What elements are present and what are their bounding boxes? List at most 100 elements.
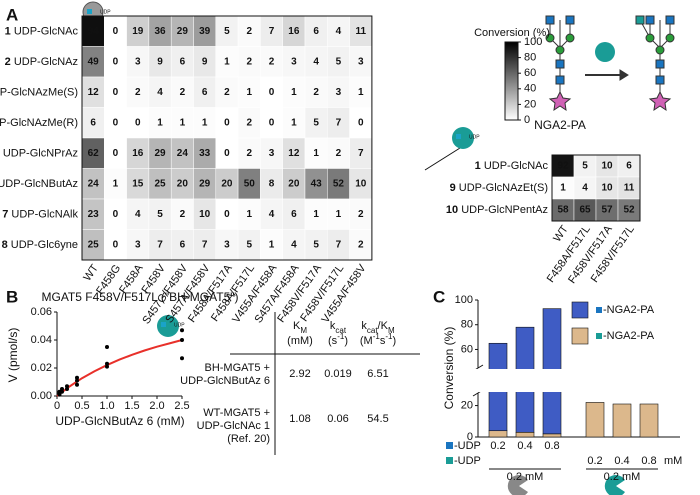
cell-label: 0 (224, 117, 230, 128)
row-name: UDP-GlcNPentAz (461, 204, 548, 216)
x-axis-label: UDP-GlcNButAz 6 (mM) (55, 414, 184, 428)
column-header: kcat/KM (361, 320, 395, 335)
row-label: UDP-GlcNAc 1 (197, 420, 270, 432)
cell-label: 12 (88, 87, 100, 98)
panel-letter: A (6, 5, 18, 24)
cell-label: 1 (313, 209, 319, 220)
bar-segment (488, 430, 508, 438)
cell-label: 2 (358, 239, 364, 250)
glycan-label: NGA2-PA (534, 118, 586, 132)
colorbar-title: Conversion (%) (474, 27, 550, 39)
x-tick-label: 1.0 (99, 400, 114, 412)
cell-label: 8 (269, 178, 275, 189)
cell-label: 6 (180, 239, 186, 250)
cell-label: 4 (157, 87, 163, 98)
enzyme-icon (507, 475, 528, 495)
row-name: UDP-GlcNAc (14, 25, 79, 37)
y-tick-label: 0.00 (31, 390, 52, 402)
chart-title: MGAT5 F458V/F517L ("BH-MGAT5") (41, 290, 238, 304)
heatmap-frame (551, 154, 641, 222)
cell-label: 11 (355, 26, 366, 37)
y-axis-label: Conversion (%) (442, 327, 456, 410)
row-label: UDP-GlcNButAz 6 (180, 375, 270, 387)
header-part: k (361, 320, 367, 332)
cell-label: 36 (154, 26, 166, 37)
cell-label: 94 (88, 26, 100, 37)
cell-label: 9 (202, 56, 208, 67)
column-label: WT (551, 223, 571, 244)
cell-label: 4 (313, 56, 319, 67)
colorbar-tick-label: 0 (524, 114, 530, 126)
cell-label: 57 (601, 205, 613, 216)
cell-label: 7 (336, 117, 342, 128)
cell-label: 65 (579, 205, 591, 216)
colorbar-tick-label: 80 (524, 52, 536, 64)
row-name: UDP-GlcNAlk (11, 208, 78, 220)
cell-label: 1 (246, 87, 252, 98)
unit-part: ) (392, 335, 396, 347)
cell-label: 62 (88, 148, 100, 159)
cell-label: 19 (132, 26, 144, 37)
cell-label: 0 (358, 117, 364, 128)
legend-label: -NGA2-PA (603, 330, 655, 342)
data-point (60, 389, 64, 394)
row-name: UDP-GlcNAzMe(S) (0, 86, 78, 98)
data-point (65, 384, 69, 389)
cell-label: 43 (311, 178, 323, 189)
row-label: 2 UDP-GlcNAz (5, 56, 78, 68)
cell-label: 25 (154, 178, 166, 189)
x-tick-label: 1.5 (124, 400, 139, 412)
cell-label: 1 (180, 117, 186, 128)
cell-label: 4 (135, 209, 141, 220)
cell-label: 0 (113, 117, 119, 128)
y-axis-label: V (pmol/s) (6, 328, 20, 383)
x-tick-label: 2.5 (174, 400, 189, 412)
cell-label: 1 (224, 56, 230, 67)
cell-label: 25 (88, 239, 100, 250)
cell-label: 5 (582, 161, 588, 172)
cell-label: 2 (246, 56, 252, 67)
row-name: UDP-GlcNButAz (0, 178, 78, 190)
cell-label: 20 (288, 178, 300, 189)
cell-label: 7 (157, 239, 163, 250)
cell-label: 1 (269, 239, 275, 250)
cell-label: 3 (135, 239, 141, 250)
header-part: cat (335, 326, 346, 335)
cell-label: 33 (199, 148, 211, 159)
data-point (180, 328, 184, 333)
cell-label: 6 (313, 26, 319, 37)
row-number: 8 (2, 239, 8, 251)
fit-line (56, 339, 183, 397)
udp-icon: UDP (424, 127, 480, 171)
cell-label: 9 (157, 56, 163, 67)
cell-label: 0 (269, 87, 275, 98)
cell-label: 2 (336, 148, 342, 159)
cell-label: 1 (313, 148, 319, 159)
row-name: UDP-GlcNAc (484, 160, 549, 172)
row-name: UDP-Glc6yne (11, 239, 78, 251)
bar-segment (585, 402, 605, 438)
cell-label: 0 (113, 148, 119, 159)
row-label: 5 UDP-GlcNPrAz (0, 147, 78, 159)
cell-label: 50 (244, 178, 256, 189)
cell-label: 2 (246, 148, 252, 159)
donor-label: -UDP (454, 440, 481, 452)
legend-label: -NGA2-PA (603, 304, 655, 316)
column-header: kcat (330, 320, 347, 335)
cell-label: 16 (288, 26, 300, 37)
data-point (180, 356, 184, 361)
enzyme-icon (604, 475, 625, 495)
cell-label: 0 (224, 209, 230, 220)
cell-label: 12 (288, 148, 300, 159)
group-label: 0.2 mM (604, 471, 641, 483)
cell-label: 15 (132, 178, 144, 189)
bar-segment (542, 433, 562, 438)
x-tick-label: 0.2 (587, 455, 602, 467)
table-cell: 2.92 (289, 368, 310, 380)
row-name: UDP-GlcNAzEt(S) (459, 182, 548, 194)
cell-label: 4 (269, 209, 275, 220)
header-part: /K (378, 320, 389, 332)
cell-label: 7 (358, 148, 364, 159)
unit-part: -1 (385, 332, 393, 341)
header-part: M (300, 326, 307, 335)
